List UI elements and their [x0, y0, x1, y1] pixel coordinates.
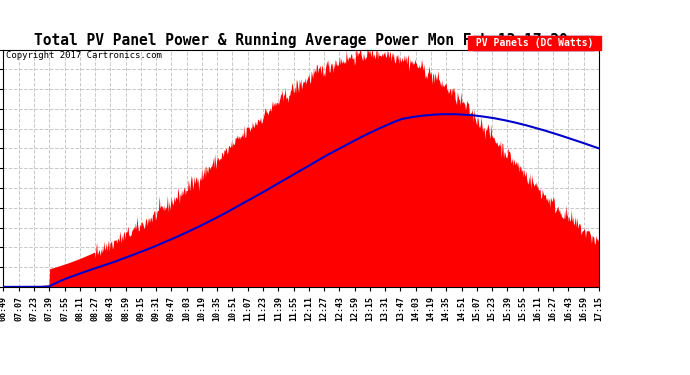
Text: Copyright 2017 Cartronics.com: Copyright 2017 Cartronics.com: [6, 51, 161, 60]
Text: Average (DC Watts): Average (DC Watts): [475, 38, 592, 48]
Title: Total PV Panel Power & Running Average Power Mon Feb 13 17:20: Total PV Panel Power & Running Average P…: [34, 32, 568, 48]
Text: PV Panels (DC Watts): PV Panels (DC Watts): [470, 38, 599, 48]
